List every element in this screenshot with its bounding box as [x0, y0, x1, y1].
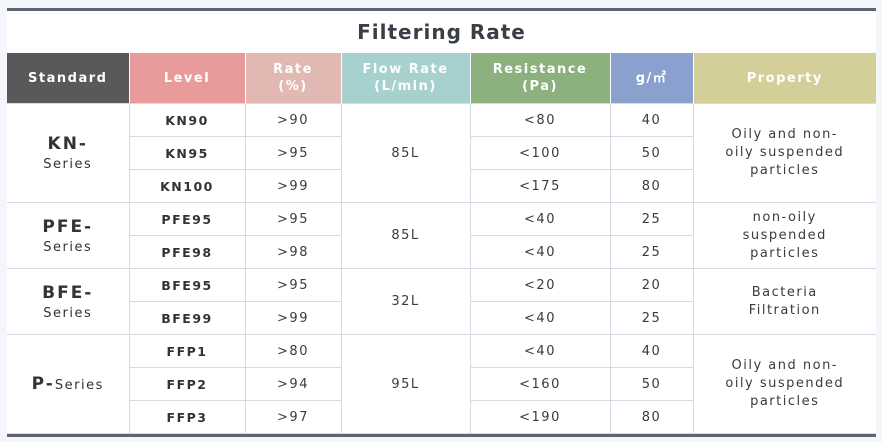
- resistance-cell: <40: [469, 301, 611, 335]
- resistance-cell: <160: [469, 367, 611, 401]
- standard-cell-p: P-Series: [7, 334, 130, 434]
- rate-cell: >98: [244, 235, 342, 269]
- level-cell: KN100: [129, 169, 246, 203]
- table-body: KN- Series KN90 >90 85L <80 40 Oily and …: [7, 103, 876, 434]
- gsm-cell: 40: [609, 334, 694, 368]
- header-row: Standard Level Rate (%) Flow Rate (L/min…: [7, 53, 876, 104]
- level-cell: FFP1: [128, 334, 246, 368]
- property-line: Oily and non-: [731, 358, 838, 373]
- standard-suffix: Series: [43, 157, 93, 172]
- rate-cell: >99: [244, 169, 342, 203]
- header-property: Property: [693, 53, 876, 104]
- property-line: particles: [750, 163, 820, 178]
- level-cell: FFP3: [129, 400, 246, 434]
- rate-cell: >95: [244, 136, 342, 170]
- table-row: BFE- Series BFE95 >95 32L <20 20 Bacteri…: [7, 268, 876, 335]
- rate-cell: >97: [244, 400, 342, 434]
- standard-name: BFE-: [42, 282, 94, 303]
- header-flow-label: Flow Rate: [362, 62, 449, 77]
- rate-cell: >90: [244, 103, 342, 137]
- header-level: Level: [129, 53, 246, 104]
- table-row: KN- Series KN90 >90 85L <80 40 Oily and …: [7, 103, 876, 203]
- standard-suffix: Series: [43, 305, 93, 321]
- gsm-cell: 25: [609, 202, 694, 236]
- resistance-cell: <175: [469, 169, 611, 203]
- property-line: Oily and non-: [731, 127, 838, 142]
- gsm-cell: 50: [609, 367, 693, 401]
- gsm-cell: 80: [609, 169, 693, 203]
- gsm-cell: 80: [609, 400, 693, 434]
- property-line: oily suspended: [725, 145, 845, 160]
- level-cell: BFE95: [128, 268, 246, 302]
- flow-rate-cell: 95L: [340, 334, 471, 434]
- level-cell: PFE98: [129, 235, 246, 269]
- header-standard: Standard: [7, 53, 130, 104]
- gsm-cell: 25: [609, 235, 693, 269]
- property-line: suspended: [742, 227, 827, 243]
- rate-cell: >95: [244, 202, 342, 236]
- resistance-cell: <80: [469, 103, 611, 137]
- table-row: FFP2 >94 <160 50: [7, 367, 876, 401]
- rate-cell: >95: [244, 268, 342, 302]
- table-row: FFP3 >97 <190 80: [7, 400, 876, 434]
- table-title: Filtering Rate: [357, 20, 526, 44]
- standard-suffix: Series: [43, 239, 93, 255]
- resistance-cell: <40: [469, 202, 611, 236]
- standard-cell-bfe: BFE- Series: [7, 268, 130, 335]
- header-resistance: Resistance (Pa): [470, 53, 611, 104]
- level-cell: BFE99: [129, 301, 246, 335]
- table-row: PFE- Series PFE95 >95 85L <40 25 non-oil…: [7, 202, 876, 269]
- gsm-cell: 40: [609, 103, 694, 137]
- header-resistance-unit: (Pa): [522, 79, 558, 94]
- filtering-rate-panel: Filtering Rate Standard Level Rate (%) F…: [7, 8, 876, 437]
- standard-name: P-: [31, 374, 55, 394]
- resistance-cell: <40: [469, 334, 611, 368]
- level-cell: KN95: [129, 136, 246, 170]
- header-rate-unit: (%): [278, 79, 308, 94]
- header-gsm: g/㎡: [610, 53, 694, 104]
- resistance-cell: <40: [469, 235, 611, 269]
- table-row: P-Series FFP1 >80 95L <40 40 Oily and no…: [7, 334, 876, 434]
- gsm-cell: 20: [609, 268, 694, 302]
- flow-rate-cell: 32L: [340, 268, 471, 335]
- gsm-cell: 50: [609, 136, 693, 170]
- rate-cell: >94: [244, 367, 342, 401]
- resistance-cell: <20: [469, 268, 611, 302]
- table-row: BFE99 >99 <40 25: [7, 301, 876, 335]
- header-rate: Rate (%): [245, 53, 342, 104]
- resistance-cell: <190: [469, 400, 611, 434]
- property-cell: Bacteria Filtration: [692, 268, 876, 335]
- table-row: KN100 >99 <175 80: [7, 169, 876, 203]
- rate-cell: >99: [244, 301, 342, 335]
- table-row: PFE98 >98 <40 25: [7, 235, 876, 269]
- property-line: particles: [750, 394, 820, 409]
- header-flow-rate: Flow Rate (L/min): [341, 53, 471, 104]
- property-cell: non-oily suspended particles: [692, 202, 876, 269]
- property-line: non-oily: [752, 209, 817, 225]
- filtering-rate-table: Standard Level Rate (%) Flow Rate (L/min…: [7, 53, 876, 434]
- header-rate-label: Rate: [273, 62, 313, 77]
- gsm-cell: 25: [609, 301, 693, 335]
- property-line: particles: [750, 245, 820, 261]
- standard-name: PFE-: [42, 216, 94, 237]
- level-cell: FFP2: [129, 367, 246, 401]
- level-cell: PFE95: [128, 202, 246, 236]
- standard-cell-pfe: PFE- Series: [7, 202, 130, 269]
- property-line: Filtration: [748, 302, 821, 318]
- flow-rate-cell: 85L: [340, 202, 471, 269]
- standard-suffix: Series: [54, 378, 104, 393]
- header-flow-unit: (L/min): [374, 79, 437, 94]
- property-cell: Oily and non- oily suspended particles: [692, 334, 876, 434]
- flow-rate-cell: 85L: [340, 103, 471, 203]
- property-cell: Oily and non- oily suspended particles: [692, 103, 876, 203]
- property-line: oily suspended: [725, 376, 845, 391]
- resistance-cell: <100: [469, 136, 611, 170]
- rate-cell: >80: [244, 334, 342, 368]
- level-cell: KN90: [128, 103, 246, 137]
- property-line: Bacteria: [751, 284, 818, 300]
- header-resistance-label: Resistance: [492, 62, 588, 77]
- standard-name: KN-: [47, 134, 88, 154]
- standard-cell-kn: KN- Series: [7, 103, 130, 203]
